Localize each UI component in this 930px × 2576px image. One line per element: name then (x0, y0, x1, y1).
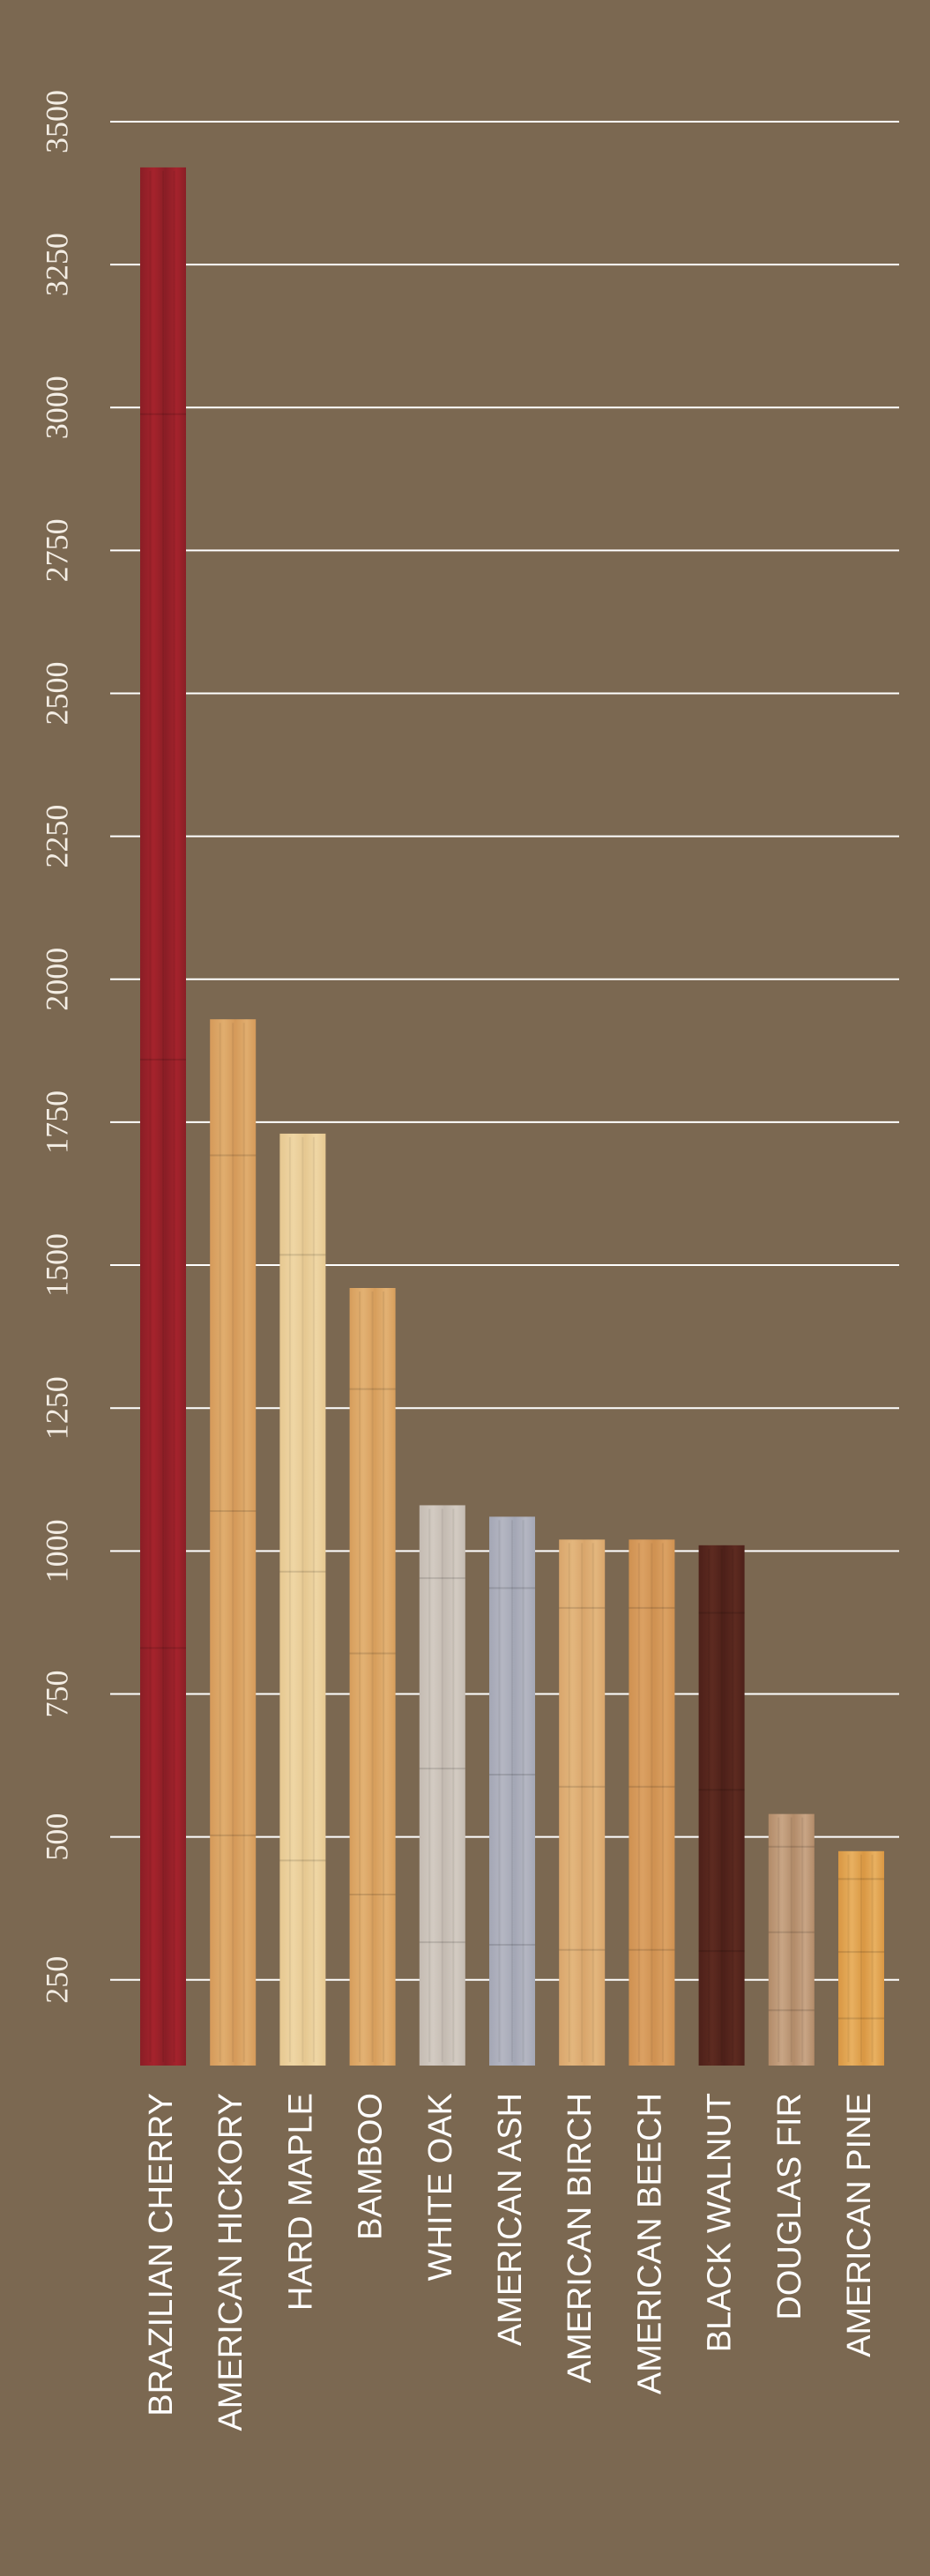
bar (768, 1813, 815, 2066)
bar (629, 1539, 675, 2066)
y-tick-label: 2250 (39, 805, 74, 868)
bar-group-6 (559, 1539, 606, 2066)
x-axis-category-labels: BRAZILIAN CHERRY AMERICAN HICKORY HARD MAP… (143, 2093, 878, 2431)
bar (698, 1545, 745, 2066)
bar (140, 167, 186, 2066)
y-tick-label: 3500 (39, 90, 74, 153)
x-category-label: BAMBOO (353, 2093, 390, 2240)
bar-group-0 (140, 167, 186, 2066)
bar-group-7 (629, 1539, 675, 2066)
y-tick-label: 250 (39, 1956, 74, 2004)
y-tick-label: 2750 (39, 518, 74, 582)
y-tick-label: 3250 (39, 233, 74, 296)
bar-group-9 (768, 1813, 815, 2066)
bar (838, 1850, 884, 2066)
x-category-label: AMERICAN HICKORY (212, 2093, 249, 2431)
bar (559, 1539, 606, 2066)
bar-group-2 (279, 1133, 326, 2066)
x-category-label: BRAZILIAN CHERRY (143, 2093, 180, 2416)
bar (489, 1516, 535, 2066)
x-category-label: HARD MAPLE (282, 2093, 319, 2311)
bar (210, 1019, 257, 2066)
y-tick-label: 2500 (39, 662, 74, 726)
bar-group-4 (419, 1505, 465, 2066)
bar (279, 1133, 326, 2066)
x-category-label: AMERICAN ASH (492, 2093, 529, 2346)
bar (349, 1288, 396, 2066)
x-category-label: DOUGLAS FIR (771, 2093, 808, 2320)
x-category-label: WHITE OAK (422, 2093, 459, 2281)
y-tick-label: 1750 (39, 1091, 74, 1154)
y-tick-label: 2000 (39, 948, 74, 1011)
y-tick-label: 500 (39, 1813, 74, 1861)
y-tick-label: 1000 (39, 1519, 74, 1582)
y-tick-label: 1250 (39, 1376, 74, 1440)
bar (419, 1505, 465, 2066)
y-tick-label: 750 (39, 1670, 74, 1717)
x-category-label: BLACK WALNUT (702, 2093, 739, 2352)
y-tick-label: 3000 (39, 376, 74, 439)
x-category-label: AMERICAN BEECH (631, 2093, 668, 2394)
y-axis-tick-labels: 250 500 750 1000 1250 1500 1750 2000 2250 2500 275… (39, 90, 74, 2004)
bars (140, 167, 884, 2066)
y-tick-label: 1500 (39, 1233, 74, 1297)
x-category-label: AMERICAN PINE (841, 2093, 878, 2357)
bar-group-1 (210, 1019, 257, 2066)
bar-group-8 (698, 1545, 745, 2066)
bar-group-3 (349, 1288, 396, 2066)
x-category-label: AMERICAN BIRCH (562, 2093, 599, 2383)
bar-group-10 (838, 1850, 884, 2066)
bar-group-5 (489, 1516, 535, 2066)
